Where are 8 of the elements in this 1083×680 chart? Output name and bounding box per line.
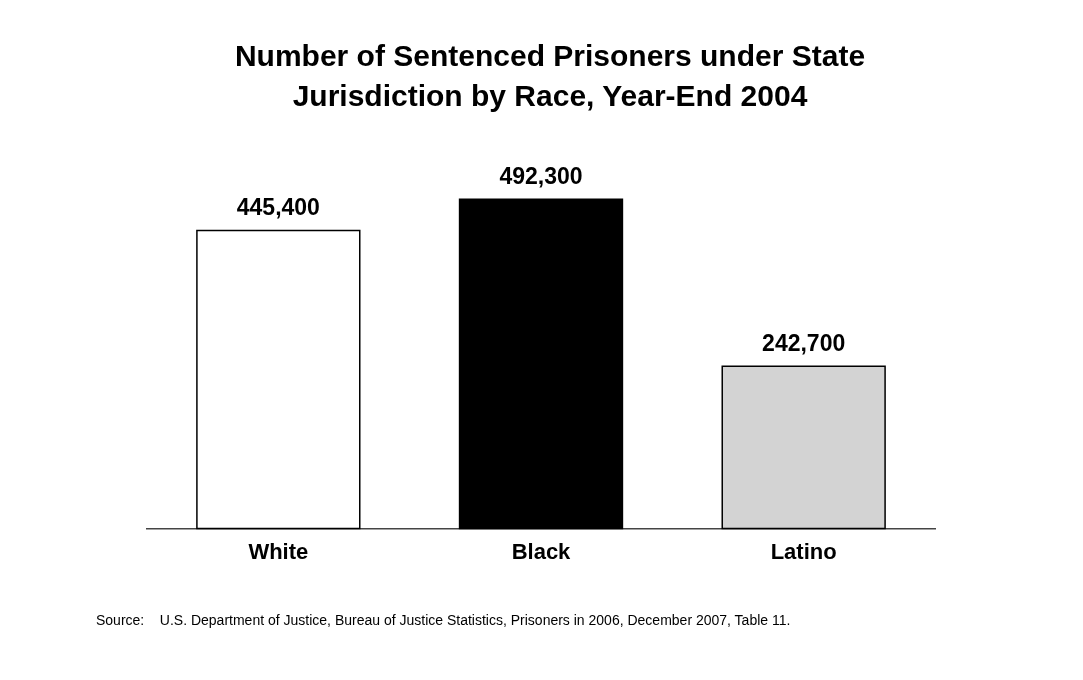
data-label: 242,700: [762, 330, 846, 357]
x-tick-label: Black: [511, 538, 572, 564]
x-tick-label: White: [248, 538, 309, 564]
data-label: 492,300: [499, 163, 583, 189]
data-label: 445,400: [236, 194, 320, 221]
chart-title: Number of Sentenced Prisoners under State Jurisdiction by Race, Year-End 2004: [233, 38, 867, 114]
x-tick-label: Latino: [770, 538, 837, 564]
source-note: Source: U.S. Department of Justice, Bureau of Justice Statistics, Prisoners in 2006, December 2007, Table 11.: [96, 612, 791, 628]
